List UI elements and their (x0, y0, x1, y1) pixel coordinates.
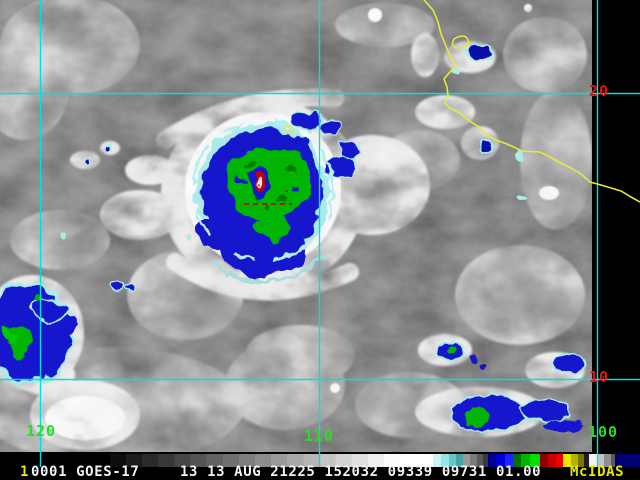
longitude-label-110: 110 (304, 427, 335, 445)
latitude-label-10: 10 (589, 368, 610, 386)
status-bar: 1 0001 GOES-17 13 13 AUG 21225 152032 09… (0, 464, 640, 480)
hurricane-cyan-fringe (191, 118, 335, 262)
storm-left (0, 281, 76, 385)
hurricane-south-fringe (208, 254, 327, 284)
image-id-satellite: 0001 GOES-17 (31, 464, 140, 480)
storm-bottom-right (436, 341, 586, 432)
mcidas-brand: McIDAS (570, 464, 625, 480)
frame-number: 1 (20, 464, 30, 480)
hurricane (194, 112, 361, 277)
latitude-label-20: 20 (589, 82, 610, 100)
longitude-label-100: 100 (588, 423, 619, 441)
longitude-label-120: 120 (26, 422, 57, 440)
cloud-field (0, 0, 592, 452)
datetime-info: 13 13 AUG 21225 152032 09339 09731 01.00 (180, 464, 542, 480)
